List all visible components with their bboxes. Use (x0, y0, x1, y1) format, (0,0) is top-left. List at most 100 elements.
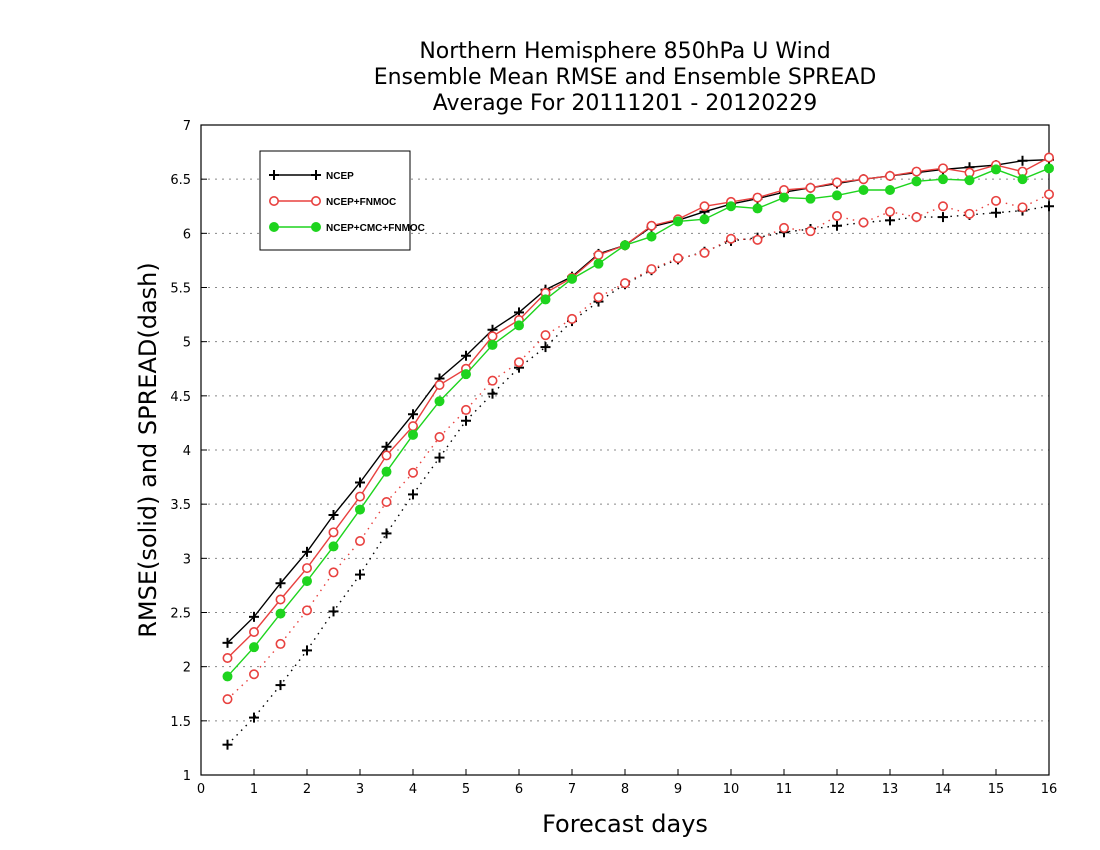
legend-marker (268, 196, 279, 207)
data-point (355, 504, 365, 515)
data-point (249, 626, 260, 637)
chart-title: Northern Hemisphere 850hPa U Wind Ensemb… (374, 39, 877, 116)
chart-title-line-2: Ensemble Mean RMSE and Ensemble SPREAD (374, 65, 877, 90)
data-point (1017, 174, 1028, 185)
legend-marker (310, 196, 321, 207)
y-tick-label: 4 (183, 444, 191, 459)
x-tick-label: 15 (988, 782, 1005, 797)
data-point (328, 541, 339, 552)
data-point (805, 193, 816, 204)
data-point (646, 231, 657, 242)
data-point (355, 569, 365, 580)
data-point (381, 496, 392, 507)
data-point (1044, 152, 1055, 163)
data-point (964, 208, 975, 219)
data-point (222, 652, 233, 663)
y-axis-label: RMSE(solid) and SPREAD(dash) (134, 262, 162, 638)
data-point (487, 339, 498, 350)
data-point (831, 211, 842, 222)
data-point (672, 253, 683, 264)
data-point (593, 258, 604, 269)
data-point (619, 278, 630, 289)
data-point (222, 671, 233, 682)
data-point (514, 320, 524, 331)
axis-ticks: 0 1 2 3 4 5 6 7 8 9 10 11 12 13 14 15 1611.522.533.544.5… (170, 119, 1057, 797)
data-point (354, 535, 365, 546)
data-point (434, 431, 445, 442)
data-point (832, 220, 842, 231)
data-point (1044, 163, 1054, 174)
series-layer (222, 152, 1055, 750)
data-point (1017, 155, 1028, 166)
x-tick-label: 5 (462, 782, 470, 797)
data-point (991, 207, 1001, 218)
legend-label: NCEP+FNMOC (326, 197, 396, 208)
legend: NCEP NCEP+FNMOC NCEP+CMC+FNMOC (259, 150, 425, 251)
y-tick-label: 2.5 (170, 607, 191, 622)
data-point (725, 233, 736, 244)
x-tick-label: 8 (621, 782, 629, 797)
y-tick-label: 1.5 (170, 715, 191, 730)
data-point (699, 247, 710, 258)
chart-title-line-1: Northern Hemisphere 850hPa U Wind (419, 39, 830, 64)
data-point (328, 510, 339, 520)
legend-label: NCEP+CMC+FNMOC (326, 223, 425, 234)
x-tick-label: 13 (882, 782, 899, 797)
x-tick-label: 14 (935, 782, 952, 797)
data-point (249, 642, 259, 653)
x-tick-label: 4 (409, 782, 417, 797)
data-point (673, 216, 683, 227)
legend-marker (269, 170, 279, 180)
data-point (646, 220, 657, 231)
y-tick-label: 5.5 (170, 282, 191, 297)
data-point (381, 528, 392, 539)
data-point (328, 567, 339, 578)
data-point (301, 605, 312, 616)
x-tick-label: 0 (197, 782, 205, 797)
data-point (832, 190, 842, 201)
data-point (646, 264, 657, 275)
data-point (222, 637, 233, 648)
data-point (911, 176, 922, 187)
series-spread-3 (222, 201, 1054, 750)
data-point (513, 357, 524, 368)
data-point (938, 212, 948, 223)
data-point (408, 489, 418, 500)
x-tick-label: 11 (776, 782, 793, 797)
y-tick-label: 2 (183, 661, 191, 676)
data-point (885, 215, 895, 226)
data-point (938, 174, 948, 185)
data-point (540, 342, 551, 353)
data-point (540, 294, 551, 305)
data-point (461, 350, 471, 361)
data-point (381, 450, 392, 461)
data-point (884, 170, 895, 181)
data-point (407, 421, 418, 432)
data-point (937, 163, 948, 174)
x-tick-label: 9 (674, 782, 682, 797)
data-point (1044, 201, 1054, 212)
data-point (858, 217, 869, 228)
data-point (408, 429, 418, 440)
x-tick-label: 16 (1041, 782, 1058, 797)
data-point (858, 174, 869, 185)
legend-entry: NCEP+CMC+FNMOC (269, 222, 425, 234)
data-point (593, 292, 604, 303)
data-point (884, 206, 895, 217)
data-point (752, 203, 763, 214)
data-point (328, 527, 339, 538)
legend-marker (269, 222, 279, 232)
data-point (461, 369, 471, 380)
data-point (779, 192, 789, 203)
data-point (911, 212, 922, 223)
series-rmse-2 (222, 163, 1054, 682)
data-point (858, 185, 869, 195)
data-point (222, 694, 233, 705)
data-point (275, 680, 286, 691)
series-rmse-1 (222, 152, 1055, 663)
y-tick-label: 4.5 (170, 390, 191, 405)
data-point (620, 240, 630, 251)
data-point (434, 452, 445, 463)
data-point (699, 201, 710, 212)
